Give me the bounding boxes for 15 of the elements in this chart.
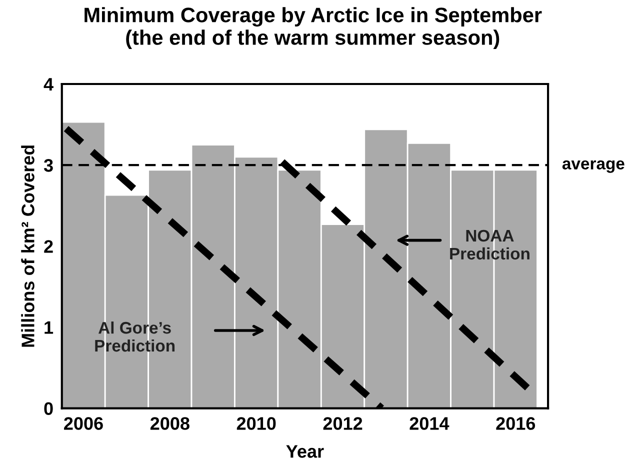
y-tick-label: 0 bbox=[44, 402, 53, 415]
x-tick-label: 2016 bbox=[496, 417, 536, 430]
ref-line-label: average bbox=[562, 160, 624, 173]
y-tick-label: 1 bbox=[44, 321, 54, 334]
x-tick-label: 2006 bbox=[64, 417, 103, 430]
x-tick-label: 2012 bbox=[323, 417, 362, 430]
chart-title: Minimum Coverage by Arctic Ice in September (the end of the warm summer season) bbox=[84, 7, 542, 50]
y-tick-label: 2 bbox=[44, 240, 53, 253]
x-tick-label: 2008 bbox=[150, 417, 190, 430]
x-axis-title: Year bbox=[286, 445, 324, 458]
x-tick-label: 2014 bbox=[410, 417, 450, 430]
x-tick-label: 2010 bbox=[236, 417, 276, 430]
y-tick-label: 4 bbox=[44, 78, 54, 91]
y-axis-title: Millions of km² Covered bbox=[21, 146, 34, 347]
y-tick-label: 3 bbox=[44, 159, 53, 172]
